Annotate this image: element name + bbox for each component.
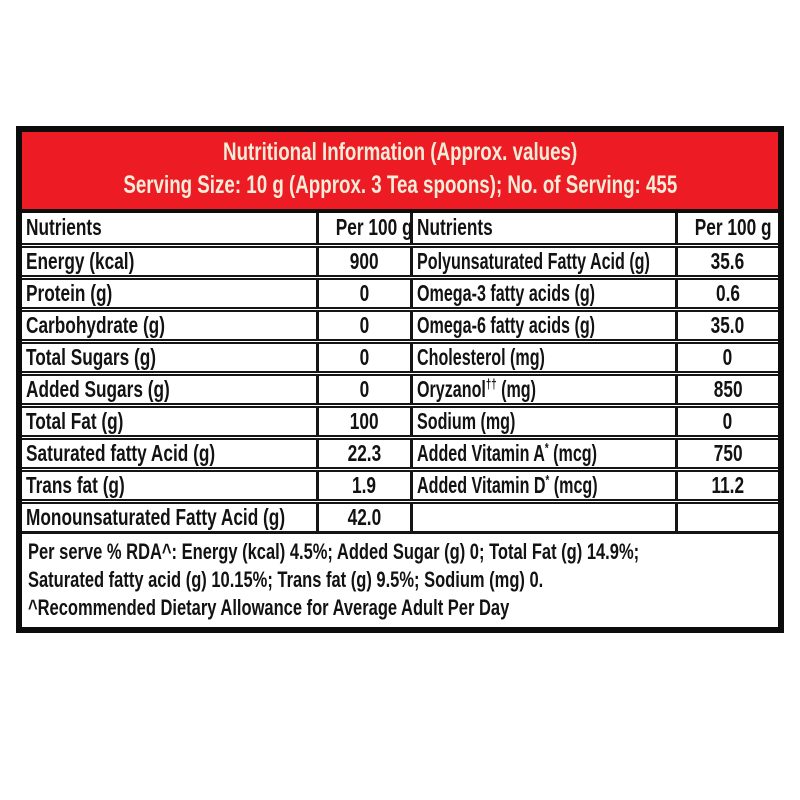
- table-title: Nutritional Information (Approx. values): [28, 136, 772, 169]
- table-header-row: Nutrients Per 100 g Nutrients Per 100 g: [22, 213, 778, 245]
- nutrient-label: Sodium (mg): [409, 402, 676, 437]
- nutrient-value: 42.0: [315, 498, 411, 531]
- nutrient-label: Polyunsaturated Fatty Acid (g): [409, 242, 676, 277]
- nutrient-label: Saturated fatty Acid (g): [22, 434, 317, 469]
- nutrition-table: Nutrients Per 100 g Nutrients Per 100 g …: [22, 213, 778, 531]
- nutrient-label: [409, 498, 676, 531]
- table-row-protein: Protein (g) 0 Omega-3 fatty acids (g) 0.…: [22, 274, 778, 309]
- rda-note-line-2: Saturated fatty acid (g) 10.15%; Trans f…: [28, 567, 544, 592]
- nutrient-label: Carbohydrate (g): [22, 306, 317, 341]
- nutrient-label: Omega-3 fatty acids (g): [409, 274, 676, 309]
- table-row-added-sugars: Added Sugars (g) 0 Oryzanol†† (mg) 850: [22, 370, 778, 405]
- nutrition-label: Nutritional Information (Approx. values)…: [16, 126, 784, 633]
- nutrient-value: 850: [674, 370, 778, 405]
- nutrient-label: Added Vitamin A* (mcg): [409, 434, 676, 469]
- nutrient-label: Total Fat (g): [22, 402, 317, 437]
- column-header-per100g-right: Per 100 g: [674, 213, 778, 245]
- nutrient-value: 22.3: [315, 434, 411, 469]
- nutrient-label: Trans fat (g): [22, 466, 317, 501]
- rda-note-line-3: ^Recommended Dietary Allowance for Avera…: [28, 595, 510, 620]
- serving-info: Serving Size: 10 g (Approx. 3 Tea spoons…: [28, 169, 772, 202]
- nutrient-value: 35.6: [674, 242, 778, 277]
- header-band: Nutritional Information (Approx. values)…: [22, 132, 778, 213]
- nutrient-label: Total Sugars (g): [22, 338, 317, 373]
- nutrient-value: 900: [315, 242, 411, 277]
- table-row-carbohydrate: Carbohydrate (g) 0 Omega-6 fatty acids (…: [22, 306, 778, 341]
- column-header-nutrients-right: Nutrients: [409, 213, 676, 245]
- nutrient-value: 0: [315, 370, 411, 405]
- nutrient-label: Oryzanol†† (mg): [409, 370, 676, 405]
- column-header-per100g-left: Per 100 g: [315, 213, 412, 245]
- nutrient-label: Monounsaturated Fatty Acid (g): [22, 498, 317, 531]
- table-row-total-fat: Total Fat (g) 100 Sodium (mg) 0: [22, 402, 778, 437]
- nutrient-value: 0: [315, 338, 411, 373]
- table-row-monounsaturated-fat: Monounsaturated Fatty Acid (g) 42.0: [22, 498, 778, 531]
- nutrient-value: 0: [674, 338, 778, 373]
- nutrient-value: 0: [315, 306, 411, 341]
- column-header-nutrients-left: Nutrients: [26, 214, 102, 241]
- nutrient-label: Cholesterol (mg): [409, 338, 676, 373]
- serving-info-text: Serving Size: 10 g (Approx. 3 Tea spoons…: [123, 171, 677, 199]
- nutrient-value: 0: [315, 274, 411, 309]
- nutrient-value: 100: [315, 402, 411, 437]
- nutrient-value: 0: [674, 402, 778, 437]
- nutrient-value: [674, 498, 778, 531]
- table-row-total-sugars: Total Sugars (g) 0 Cholesterol (mg) 0: [22, 338, 778, 373]
- nutrient-value: 750: [674, 434, 778, 469]
- nutrient-label: Omega-6 fatty acids (g): [409, 306, 676, 341]
- nutrient-value: 0.6: [674, 274, 778, 309]
- nutrient-value: 11.2: [674, 466, 778, 501]
- table-row-energy: Energy (kcal) 900 Polyunsaturated Fatty …: [22, 242, 778, 277]
- nutrient-value: 35.0: [674, 306, 778, 341]
- nutrient-label: Added Vitamin D* (mcg): [409, 466, 676, 501]
- table-row-saturated-fat: Saturated fatty Acid (g) 22.3 Added Vita…: [22, 434, 778, 469]
- rda-note-line-1: Per serve % RDA^: Energy (kcal) 4.5%; Ad…: [28, 539, 640, 564]
- nutrient-label: Protein (g): [22, 274, 317, 309]
- nutrient-label: Energy (kcal): [22, 242, 317, 277]
- nutrient-label: Added Sugars (g): [22, 370, 317, 405]
- nutrient-value: 1.9: [315, 466, 411, 501]
- rda-note: Per serve % RDA^: Energy (kcal) 4.5%; Ad…: [22, 531, 778, 627]
- table-row-trans-fat: Trans fat (g) 1.9 Added Vitamin D* (mcg)…: [22, 466, 778, 501]
- table-title-text: Nutritional Information (Approx. values): [222, 138, 578, 166]
